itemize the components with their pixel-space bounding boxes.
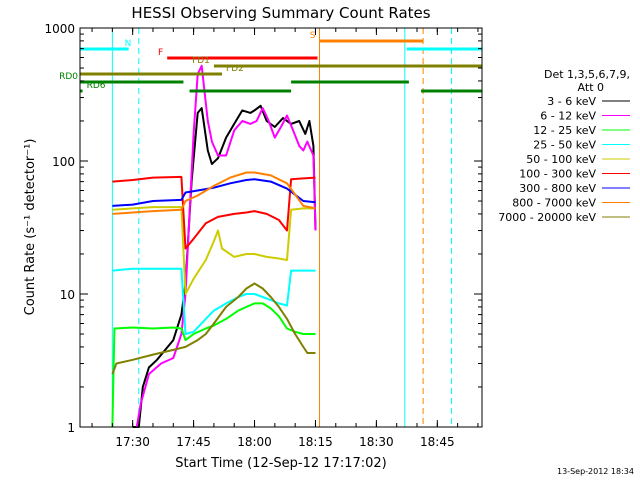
y-tick-label: 10 — [60, 288, 75, 302]
series-line-12-25-kev — [111, 302, 316, 428]
legend-label-300-800-kev: 300 - 800 keV — [519, 182, 596, 195]
series-lines — [111, 64, 317, 428]
x-tick-label: 17:30 — [115, 435, 150, 449]
vertical-markers — [111, 28, 453, 427]
flag-label-s: S — [310, 31, 316, 41]
timestamp: 13-Sep-2012 18:34 — [557, 467, 634, 476]
series-line-300-800-kev — [112, 178, 316, 207]
legend-label-25-50-kev: 25 - 50 keV — [533, 139, 596, 152]
y-tick-label: 1000 — [44, 22, 75, 36]
legend-label-6-12-kev: 6 - 12 keV — [540, 110, 596, 123]
legend-label-800-7000-kev: 800 - 7000 keV — [512, 197, 596, 210]
flag-label-fd2: FD2 — [226, 64, 244, 74]
chart-title: HESSI Observing Summary Count Rates — [131, 4, 430, 22]
legend-label-3-6-kev: 3 - 6 keV — [547, 95, 596, 108]
x-tick-label: 18:15 — [298, 435, 333, 449]
series-line-7000-20000-kev — [111, 282, 316, 375]
flag-label-rd6: RD6 — [87, 81, 106, 91]
flag-bars: N S F FD1 FD2 RD0 RD6 — [59, 31, 482, 93]
x-tick-label: 18:30 — [359, 435, 394, 449]
x-tick-label: 18:45 — [420, 435, 455, 449]
flag-label-fd1: FD1 — [192, 56, 210, 66]
flag-label-rd0: RD0 — [59, 72, 78, 82]
flag-label-n: N — [125, 39, 132, 49]
x-axis-label: Start Time (12-Sep-12 17:17:02) — [175, 456, 386, 471]
legend-header-line-1: Det 1,3,5,6,7,9, — [544, 68, 630, 81]
legend-label-12-25-kev: 12 - 25 keV — [533, 124, 596, 137]
y-tick-label: 100 — [52, 155, 75, 169]
legend-header-line-2: Att 0 — [578, 81, 604, 94]
axes: 17:30 17:45 18:00 18:15 18:30 18:45 1 10 100 1000 — [44, 22, 482, 449]
x-tick-label: 18:00 — [237, 435, 272, 449]
series-line-50-100-kev — [112, 206, 316, 295]
x-tick-label: 17:45 — [176, 435, 211, 449]
series-line-100-300-kev — [112, 175, 316, 250]
series-line-6-12-kev — [135, 64, 317, 428]
y-axis-label: Count Rate (s⁻¹ detector⁻¹) — [23, 139, 38, 316]
series-line-800-7000-kev — [112, 171, 316, 215]
flag-label-f: F — [158, 48, 163, 58]
legend: Det 1,3,5,6,7,9,Att 03 - 6 keV 6 - 12 keV… — [498, 68, 630, 224]
legend-label-100-300-kev: 100 - 300 keV — [519, 168, 596, 181]
series-line-3-6-kev — [132, 104, 317, 428]
y-tick-label: 1 — [67, 421, 75, 435]
legend-label-50-100-kev: 50 - 100 keV — [526, 153, 596, 166]
plot-frame — [79, 27, 483, 428]
legend-label-7000-20000-kev: 7000 - 20000 keV — [498, 211, 596, 224]
